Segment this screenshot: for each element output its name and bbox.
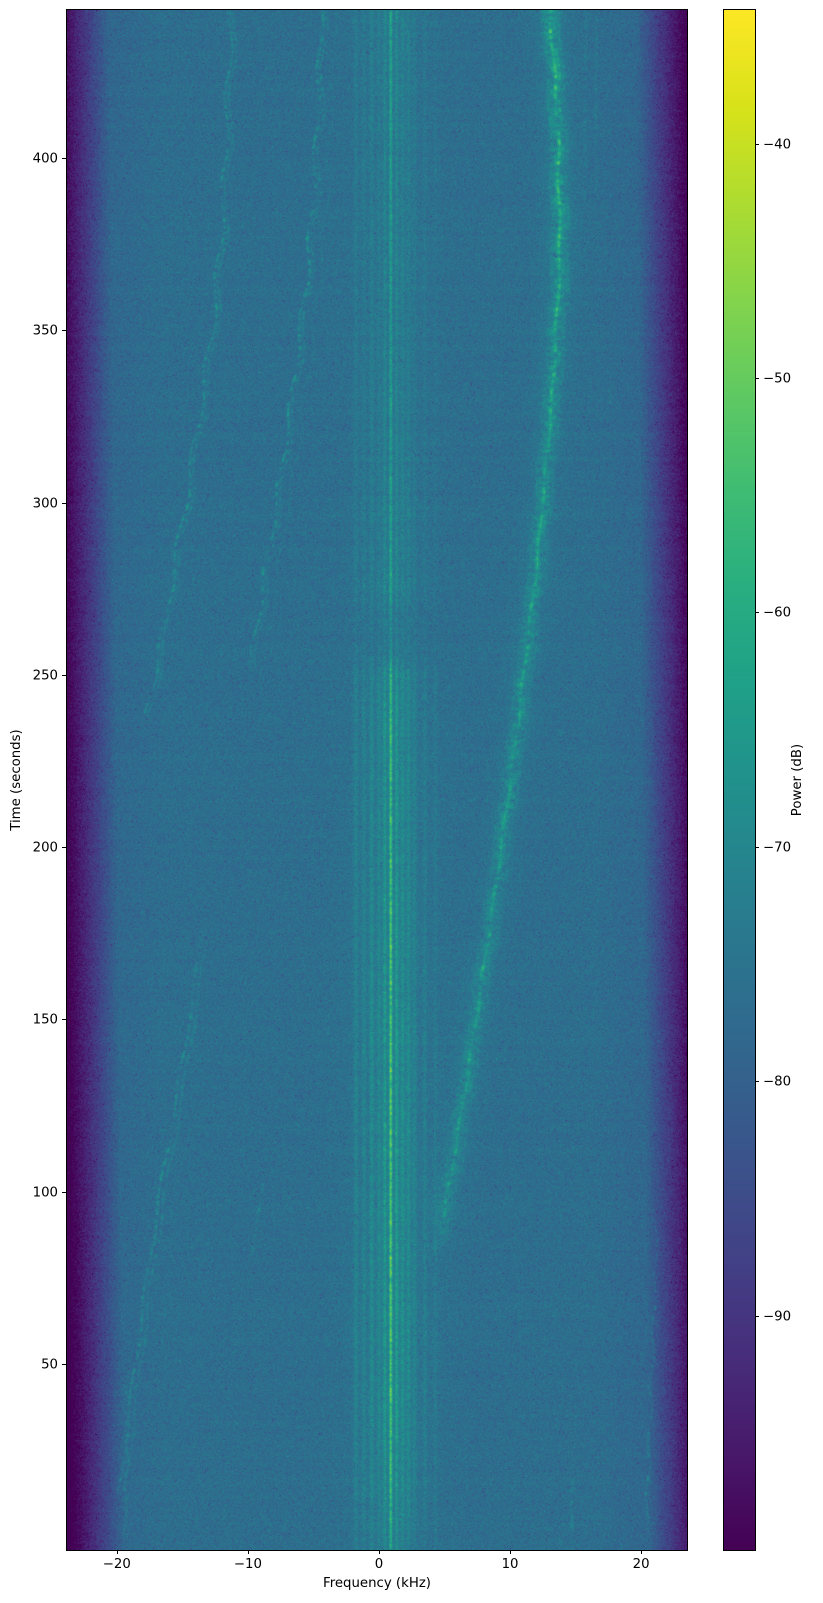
y-tick-label: 200 [32, 840, 58, 856]
colorbar-label: Power (dB) [790, 743, 805, 817]
colorbar [723, 9, 756, 1551]
y-tick-label: 100 [32, 1185, 58, 1201]
y-tick-label: 300 [32, 496, 58, 512]
x-tick-mark [116, 1550, 118, 1554]
colorbar-tick-mark [755, 143, 759, 145]
colorbar-tick-mark [755, 1081, 759, 1083]
colorbar-tick-label: −80 [763, 1074, 792, 1090]
colorbar-tick-mark [755, 1315, 759, 1317]
y-tick-mark [62, 1363, 66, 1365]
colorbar-tick-mark [755, 378, 759, 379]
colorbar-tick-label: −70 [763, 840, 792, 856]
x-tick-mark [641, 1550, 643, 1554]
x-tick-mark [378, 1550, 380, 1554]
plot-area [66, 9, 688, 1551]
y-tick-mark [62, 674, 66, 676]
x-tick-label: 10 [501, 1557, 519, 1572]
y-tick-label: 150 [32, 1012, 58, 1028]
x-axis-label: Frequency (kHz) [323, 1576, 431, 1591]
y-tick-mark [62, 1191, 66, 1193]
colorbar-tick-mark [755, 846, 759, 848]
y-tick-label: 250 [32, 668, 58, 684]
x-tick-mark [510, 1550, 512, 1554]
y-tick-label: 50 [41, 1357, 58, 1373]
y-tick-mark [62, 158, 66, 160]
spectrogram-heatmap [67, 10, 687, 1550]
x-tick-label: −10 [233, 1557, 262, 1572]
colorbar-tick-label: −40 [763, 136, 792, 152]
x-tick-label: −20 [102, 1557, 131, 1572]
y-tick-mark [62, 847, 66, 849]
y-axis-label: Time (seconds) [9, 729, 24, 831]
x-tick-label: 0 [374, 1557, 384, 1572]
colorbar-tick-label: −50 [763, 371, 792, 387]
y-tick-label: 400 [32, 151, 58, 167]
x-tick-label: 20 [632, 1557, 650, 1572]
x-tick-mark [247, 1550, 249, 1554]
y-tick-label: 350 [32, 323, 58, 339]
colorbar-tick-label: −60 [763, 605, 792, 621]
y-tick-mark [62, 502, 66, 504]
colorbar-tick-label: −90 [763, 1308, 792, 1324]
colorbar-tick-mark [755, 612, 759, 614]
y-tick-mark [62, 330, 66, 332]
y-tick-mark [62, 1019, 66, 1021]
